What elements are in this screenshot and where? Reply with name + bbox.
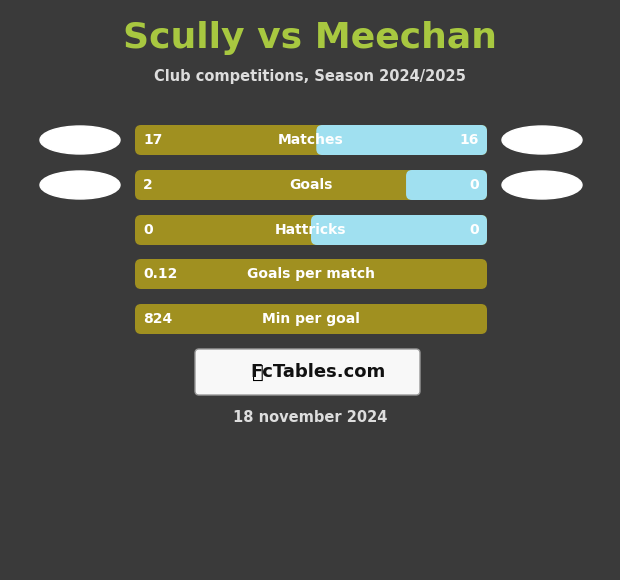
FancyBboxPatch shape: [135, 170, 487, 200]
Ellipse shape: [502, 126, 582, 154]
Text: Goals per match: Goals per match: [247, 267, 375, 281]
Ellipse shape: [40, 171, 120, 199]
Ellipse shape: [40, 126, 120, 154]
FancyBboxPatch shape: [135, 259, 487, 289]
Text: Club competitions, Season 2024/2025: Club competitions, Season 2024/2025: [154, 68, 466, 84]
Text: Hattricks: Hattricks: [275, 223, 347, 237]
FancyBboxPatch shape: [311, 215, 487, 245]
FancyBboxPatch shape: [135, 125, 487, 155]
Text: Goals: Goals: [290, 178, 333, 192]
FancyBboxPatch shape: [316, 125, 487, 155]
Text: 0: 0: [469, 178, 479, 192]
Text: Matches: Matches: [278, 133, 344, 147]
Text: 2: 2: [143, 178, 153, 192]
FancyBboxPatch shape: [135, 215, 487, 245]
Text: Scully vs Meechan: Scully vs Meechan: [123, 21, 497, 55]
Ellipse shape: [502, 171, 582, 199]
Text: 0.12: 0.12: [143, 267, 177, 281]
Text: 16: 16: [459, 133, 479, 147]
Text: FcTables.com: FcTables.com: [250, 363, 385, 381]
Text: Min per goal: Min per goal: [262, 312, 360, 326]
Text: 17: 17: [143, 133, 162, 147]
FancyBboxPatch shape: [135, 304, 487, 334]
Text: 18 november 2024: 18 november 2024: [233, 409, 387, 425]
FancyBboxPatch shape: [406, 170, 487, 200]
Text: 📈: 📈: [252, 362, 264, 382]
Text: 0: 0: [469, 223, 479, 237]
Text: 824: 824: [143, 312, 172, 326]
Text: 0: 0: [143, 223, 153, 237]
FancyBboxPatch shape: [195, 349, 420, 395]
